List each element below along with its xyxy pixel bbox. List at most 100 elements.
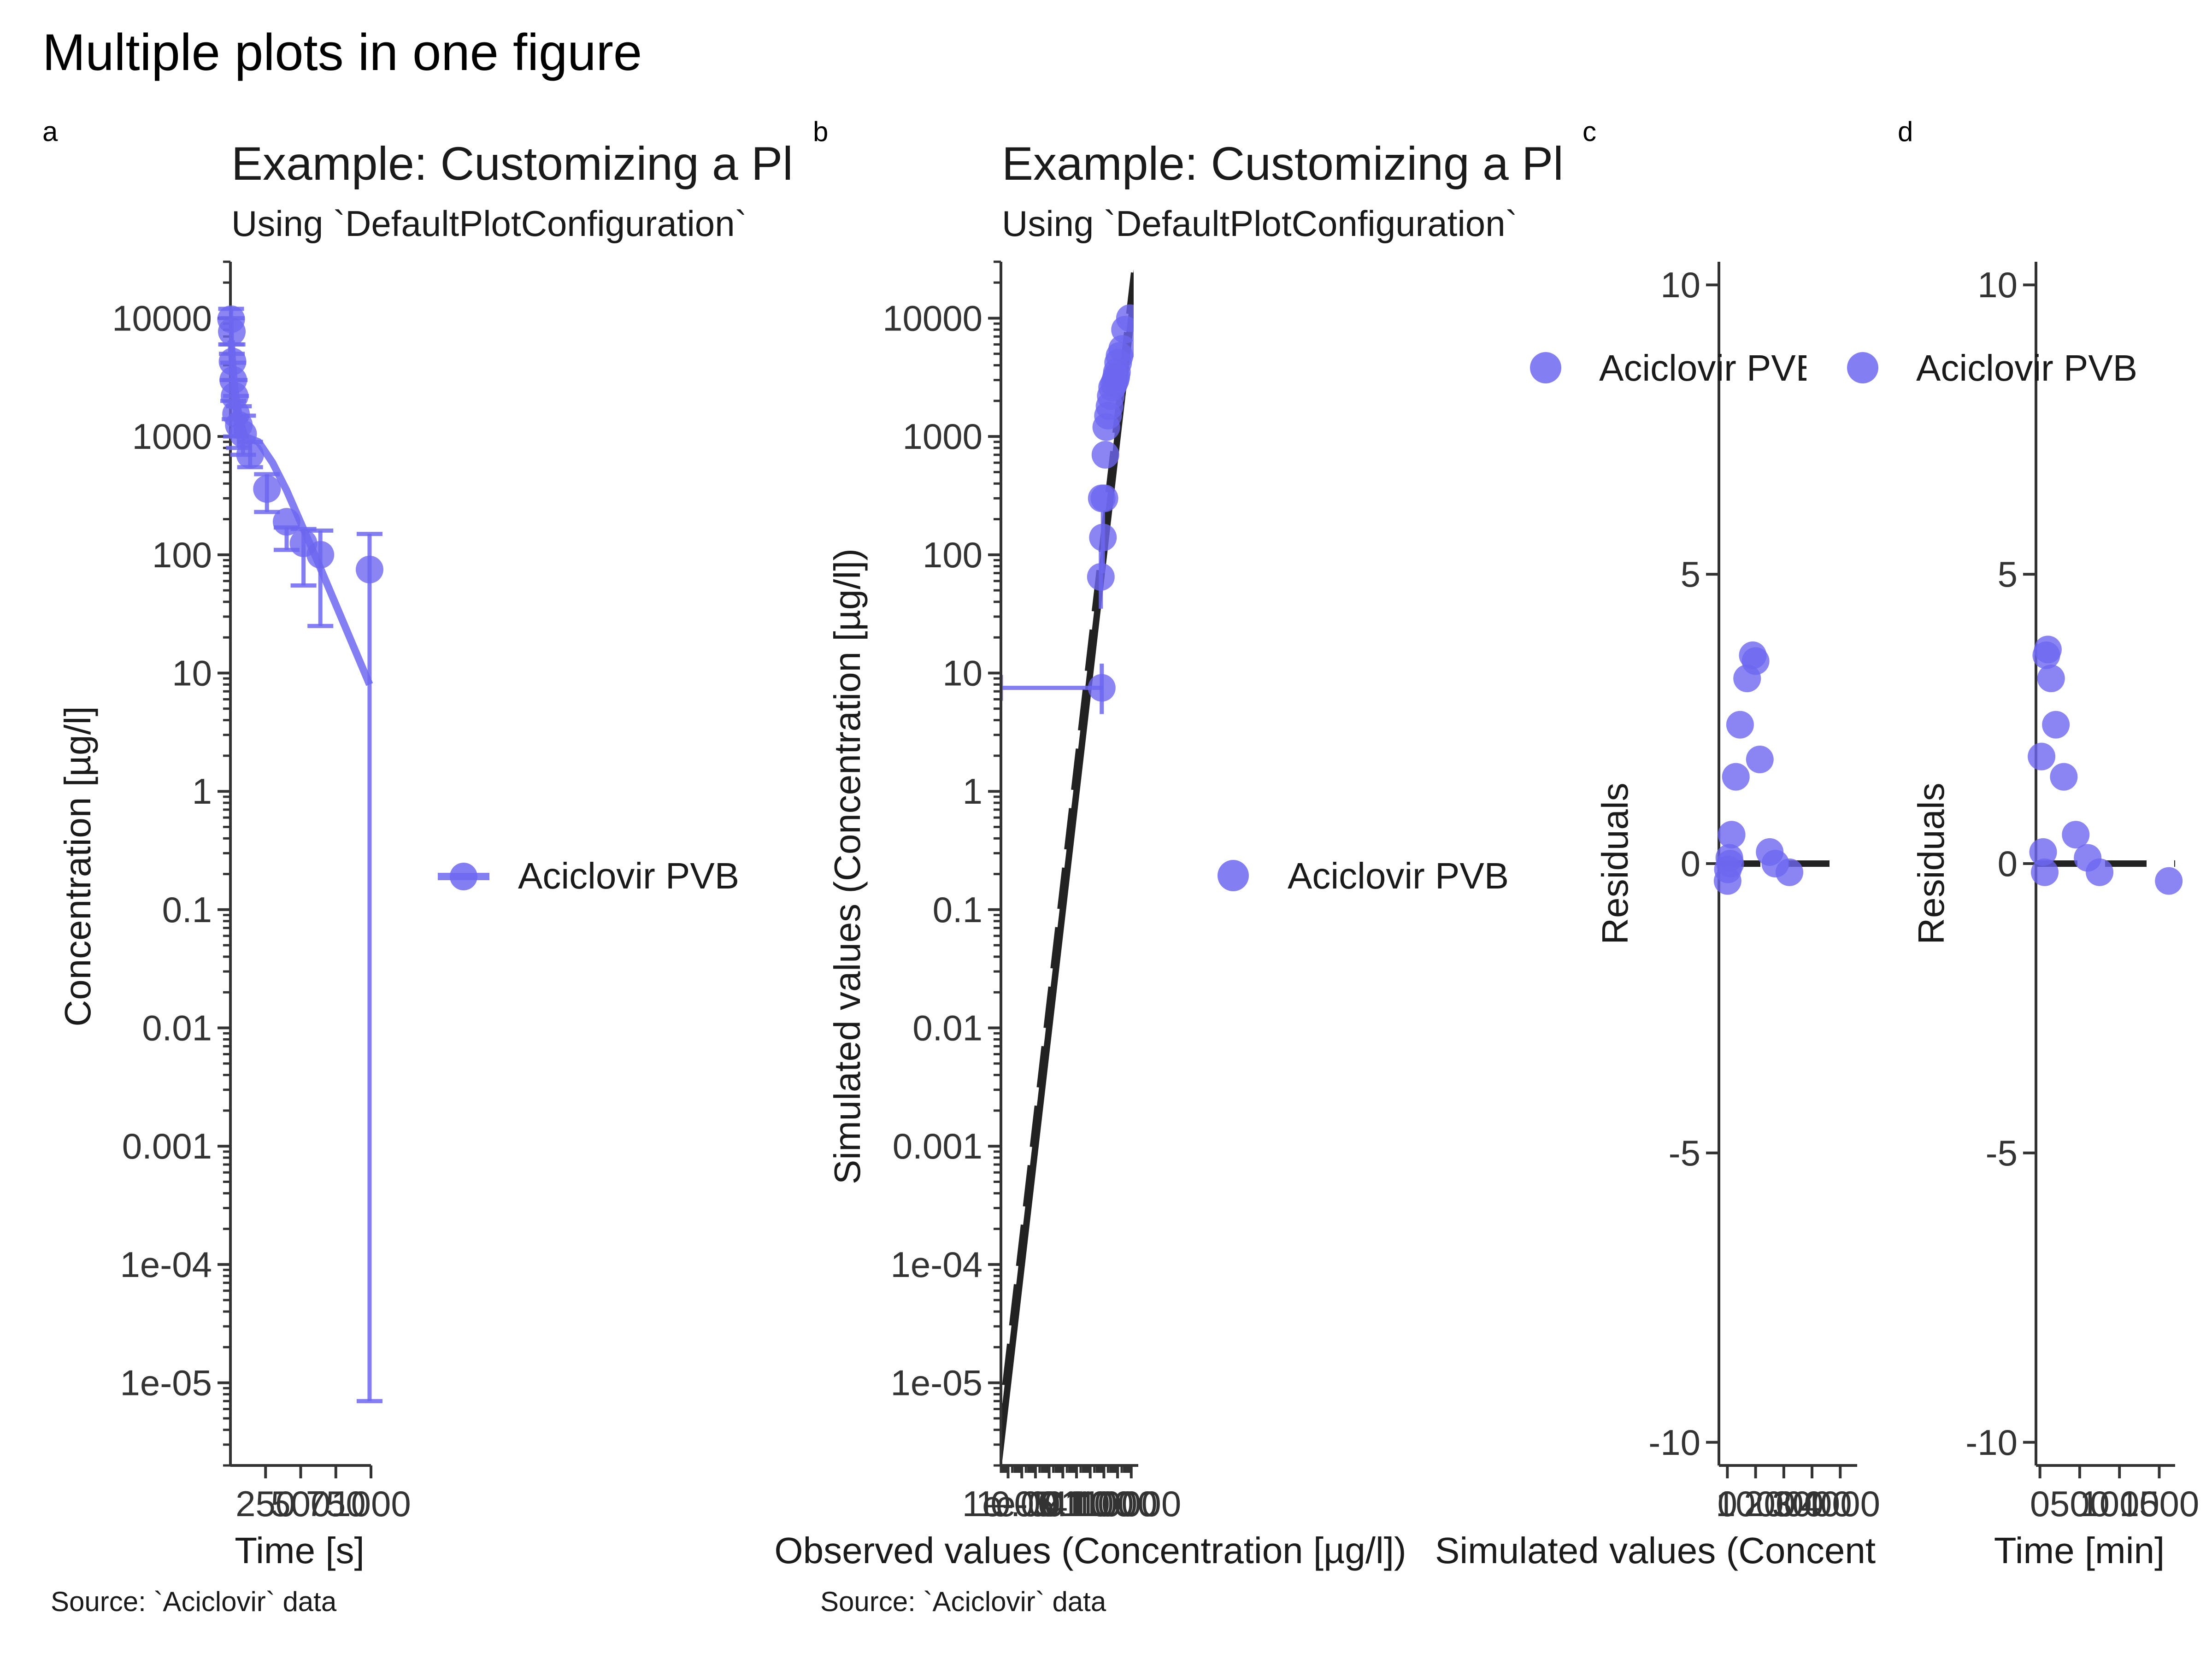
data-point-d bbox=[2155, 867, 2183, 895]
c-x-tick-label: 1000 bbox=[1716, 1483, 1796, 1524]
c-x-tick-label: 0 bbox=[1718, 1483, 1737, 1524]
a-y-tick-label: 100 bbox=[152, 535, 212, 575]
data-point-d bbox=[2050, 763, 2078, 791]
d-y-tick-label: 10 bbox=[1977, 265, 2018, 305]
data-point-b bbox=[1091, 441, 1119, 469]
data-point-a bbox=[218, 318, 246, 346]
data-point-c bbox=[1746, 745, 1774, 773]
d-x-tick-label: 1000 bbox=[2079, 1483, 2159, 1524]
legend-a-label: Aciclovir PVB bbox=[518, 855, 739, 896]
a-y-tick-label: 10000 bbox=[112, 298, 212, 338]
panel-a-legend: Aciclovir PVB bbox=[438, 855, 739, 896]
data-point-d bbox=[2037, 665, 2065, 693]
data-point-c bbox=[1716, 850, 1744, 877]
b-x-tick-label: 0.1 bbox=[1038, 1483, 1088, 1524]
b-y-tick-label: 0.001 bbox=[893, 1126, 982, 1166]
legend-d-label: Aciclovir PVB bbox=[1916, 347, 2137, 388]
panel-d-legend: Aciclovir PVB bbox=[1847, 347, 2137, 388]
b-x-tick-label: 1e-05 bbox=[962, 1483, 1054, 1524]
panel-b-tag: b bbox=[813, 116, 828, 147]
data-point-c bbox=[1718, 821, 1746, 849]
plot-b-inner bbox=[1001, 262, 1134, 1465]
panel-d-tag: d bbox=[1898, 116, 1913, 147]
data-point-c bbox=[1741, 647, 1770, 675]
d-y-tick-label: -10 bbox=[1965, 1422, 2018, 1463]
data-point-d bbox=[2062, 821, 2090, 849]
b-y-tick-label: 100 bbox=[923, 535, 982, 575]
a-x-tick-label: 1000 bbox=[331, 1483, 411, 1524]
c-y-tick-label: 10 bbox=[1660, 265, 1700, 305]
panel-b-y-axis-label: Simulated values (Concentration [µg/l]) bbox=[827, 548, 868, 1184]
data-point-d bbox=[2086, 858, 2114, 886]
b-x-tick-label: 0.001 bbox=[990, 1483, 1080, 1524]
identity-line-dashed bbox=[1001, 262, 1134, 1445]
data-point-a bbox=[236, 441, 264, 469]
panel-b-title: Example: Customizing a Plot bbox=[1002, 137, 1603, 190]
b-x-tick-label: 1000 bbox=[1077, 1483, 1158, 1524]
panel-d-y-axis-label: Residuals bbox=[1911, 782, 1952, 944]
data-point-a bbox=[273, 508, 300, 536]
data-point-a bbox=[253, 475, 281, 503]
data-point-a bbox=[306, 541, 335, 569]
data-point-d bbox=[2030, 858, 2059, 886]
legend-c-marker bbox=[1530, 352, 1561, 383]
b-x-tick-label: 0.01 bbox=[1014, 1483, 1084, 1524]
panel-b-subtitle: Using `DefaultPlotConfiguration` bbox=[1002, 203, 1518, 244]
panel-c-x-axis-label: Simulated values (Concentration [µg/l]) bbox=[1435, 1530, 2071, 1571]
data-point-b bbox=[1090, 484, 1118, 512]
c-x-tick-label: 4000 bbox=[1800, 1483, 1880, 1524]
b-y-tick-label: 1e-04 bbox=[891, 1244, 983, 1285]
c-y-tick-label: -5 bbox=[1669, 1133, 1700, 1173]
figure-title: Multiple plots in one figure bbox=[42, 24, 642, 81]
data-point-b bbox=[1088, 674, 1116, 702]
panel-b-x-axis-label: Observed values (Concentration [µg/l]) bbox=[774, 1530, 1406, 1571]
data-point-d bbox=[2042, 711, 2070, 739]
panel-a-caption: Source: `Aciclovir` data bbox=[51, 1586, 337, 1617]
data-point-d bbox=[2028, 742, 2056, 771]
a-y-tick-label: 1 bbox=[192, 771, 212, 812]
data-point-a bbox=[355, 555, 383, 583]
data-point-c bbox=[1776, 858, 1804, 886]
b-y-tick-label: 1e-05 bbox=[891, 1363, 983, 1403]
b-y-tick-label: 0.1 bbox=[933, 889, 982, 930]
panel-a-tag: a bbox=[42, 116, 58, 147]
c-x-tick-label: 3000 bbox=[1772, 1483, 1852, 1524]
panel-b-legend: Aciclovir PVB bbox=[1218, 855, 1509, 896]
d-x-tick-label: 0 bbox=[2030, 1483, 2050, 1524]
data-point-b bbox=[1089, 524, 1117, 552]
data-point-c bbox=[1722, 763, 1750, 791]
data-point-a bbox=[229, 420, 257, 448]
a-x-tick-label: 750 bbox=[306, 1483, 366, 1524]
plot-area-a: 1e-05 1e-04 0.001 0.01 0.1 1 10 100 1000 10000 250… bbox=[112, 260, 411, 1524]
panel-c-tag: c bbox=[1583, 116, 1596, 147]
c-y-tick-label: 5 bbox=[1681, 554, 1700, 594]
b-y-tick-label: 1000 bbox=[902, 416, 982, 457]
panel-a-x-axis-label: Time [s] bbox=[235, 1530, 364, 1571]
a-y-tick-label: 10 bbox=[172, 653, 212, 694]
data-point-d bbox=[2034, 635, 2062, 664]
c-y-tick-label: -10 bbox=[1648, 1422, 1700, 1463]
a-y-tick-label: 0.01 bbox=[142, 1008, 212, 1048]
b-y-tick-label: 10000 bbox=[882, 298, 982, 338]
b-x-tick-label: 100 bbox=[1074, 1483, 1134, 1524]
panel-b: b Example: Customizing a Plot Using `Def… bbox=[774, 116, 1603, 1617]
legend-a-marker bbox=[450, 863, 477, 890]
a-y-tick-label: 1e-05 bbox=[120, 1363, 212, 1403]
b-y-tick-label: 10 bbox=[942, 653, 982, 694]
d-y-tick-label: -5 bbox=[1986, 1133, 2018, 1173]
a-y-tick-label: 0.001 bbox=[122, 1126, 212, 1166]
legend-b-label: Aciclovir PVB bbox=[1288, 855, 1509, 896]
panel-b-caption: Source: `Aciclovir` data bbox=[820, 1586, 1106, 1617]
b-y-tick-label: 1 bbox=[963, 771, 982, 812]
legend-b-marker bbox=[1218, 860, 1249, 891]
plot-area-b: 1e-051e-040.0010.010.11101001000100001e-… bbox=[882, 260, 1181, 1524]
a-y-tick-label: 1000 bbox=[132, 416, 212, 457]
data-point-c bbox=[1726, 711, 1754, 739]
panel-a-subtitle: Using `DefaultPlotConfiguration` bbox=[231, 203, 747, 244]
c-y-tick-label: 0 bbox=[1681, 843, 1700, 884]
a-x-tick-label: 250 bbox=[235, 1483, 295, 1524]
